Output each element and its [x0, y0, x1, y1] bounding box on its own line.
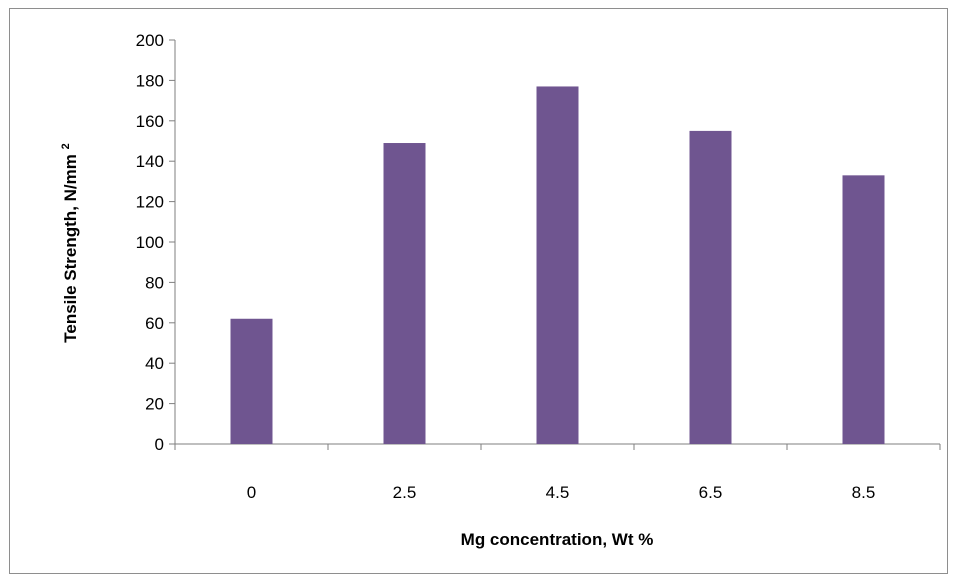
bar-6-5 [689, 130, 732, 444]
y-tick-label: 20 [145, 395, 164, 414]
y-tick-label: 160 [136, 112, 164, 131]
x-tick-label: 0 [247, 483, 256, 502]
chart-frame [9, 8, 948, 574]
y-tick-label: 0 [155, 435, 164, 454]
y-tick-group: 0 20 40 60 80 100 120 140 160 180 200 [136, 31, 175, 454]
y-tick-label: 200 [136, 31, 164, 50]
x-axis-group: 0 2.5 4.5 6.5 8.5 [174, 443, 941, 502]
x-tick-label: 8.5 [852, 483, 876, 502]
x-tick-label: 6.5 [699, 483, 723, 502]
bar-8-5 [842, 175, 885, 444]
bar-2-5 [383, 143, 426, 444]
y-axis-title: Tensile Strength, N/mm 2 [60, 143, 80, 342]
y-axis-title-main: Tensile Strength, N/mm [61, 154, 80, 343]
y-tick-label: 120 [136, 193, 164, 212]
x-tick-label: 4.5 [546, 483, 570, 502]
x-tick-label: 2.5 [393, 483, 417, 502]
y-tick-label: 40 [145, 354, 164, 373]
x-axis-title: Mg concentration, Wt % [461, 530, 654, 549]
y-axis-title-superscript: 2 [60, 143, 72, 149]
y-tick-label: 140 [136, 152, 164, 171]
bar-0 [230, 318, 273, 444]
y-tick-label: 60 [145, 314, 164, 333]
bar-4-5 [536, 86, 579, 445]
y-tick-label: 100 [136, 233, 164, 252]
bars-group [230, 86, 885, 445]
y-tick-label: 180 [136, 71, 164, 90]
x-tick-group: 0 2.5 4.5 6.5 8.5 [174, 444, 941, 502]
y-tick-label: 80 [145, 273, 164, 292]
y-axis-group: 0 20 40 60 80 100 120 140 160 180 200 [136, 31, 176, 454]
